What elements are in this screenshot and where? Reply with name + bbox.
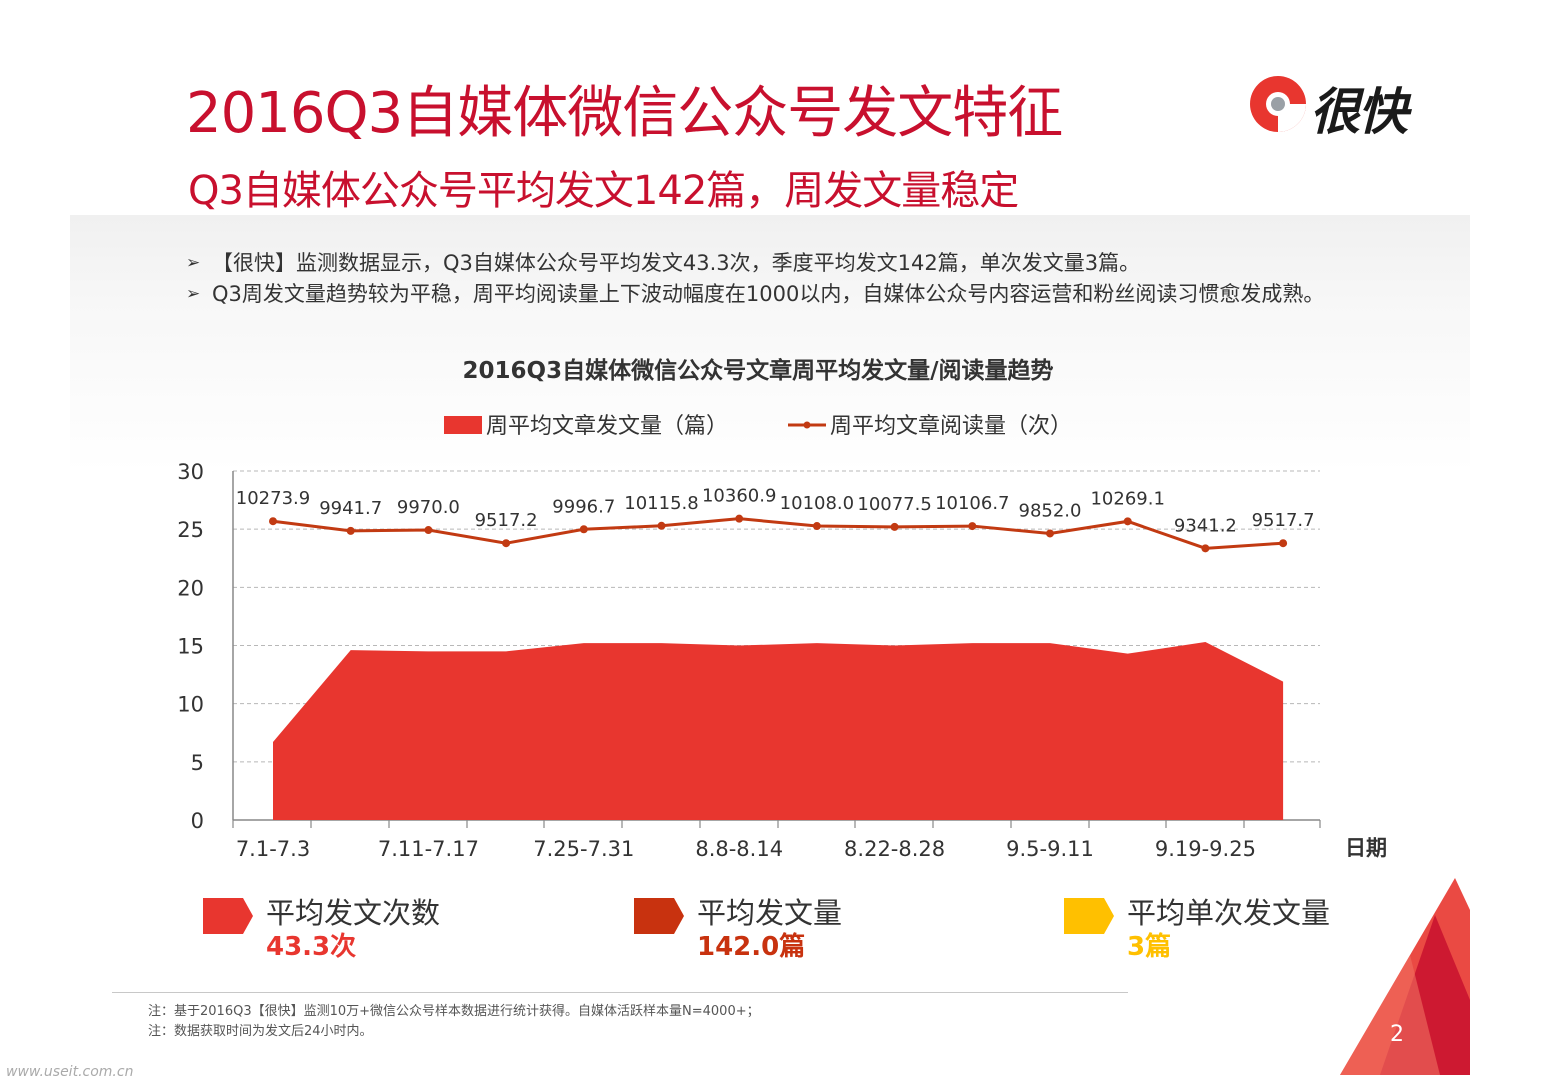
legend-line-marker [803,421,811,429]
x-tick-label: 9.5-9.11 [1006,837,1094,861]
page-number: 2 [1390,1022,1404,1047]
footnotes: 注：基于2016Q3【很快】监测10万+微信公众号样本数据进行统计获得。自媒体活… [148,1002,760,1042]
logo-mark-icon [1250,76,1306,132]
stat-value: 142.0篇 [697,932,806,962]
legend-area-label: 周平均文章发文量（篇） [486,414,728,439]
chart-title: 2016Q3自媒体微信公众号文章周平均发文量/阅读量趋势 [463,357,1054,384]
line-series-path [272,517,1284,550]
line-point [424,526,433,535]
y-tick-label: 5 [191,751,204,775]
line-data-label: 9517.2 [475,510,538,531]
stat-label: 平均单次发文量 [1127,896,1331,930]
y-tick-label: 30 [177,460,204,484]
bullet-item: ➢ Q3周发文量趋势较为平稳，周平均阅读量上下波动幅度在1000以内，自媒体公众… [186,279,1386,310]
line-data-label: 10273.9 [236,488,310,509]
bullet-list: ➢ 【很快】监测数据显示，Q3自媒体公众号平均发文43.3次，季度平均发文142… [186,248,1386,310]
brand-logo: 很快 [1248,72,1438,141]
x-tick-label: 7.25-7.31 [533,837,634,861]
line-data-label: 9852.0 [1019,500,1082,521]
line-point [502,539,511,548]
legend-line-label: 周平均文章阅读量（次） [830,414,1072,439]
line-data-label: 9341.2 [1174,515,1237,536]
line-point [657,521,666,530]
line-data-label: 10108.0 [780,493,854,514]
y-tick-label: 20 [177,576,204,600]
line-point [735,514,744,523]
line-data-label: 9996.7 [552,496,615,517]
line-point [1279,539,1288,548]
page-title: 2016Q3自媒体微信公众号发文特征 [186,81,1063,146]
x-tick-label: 7.1-7.3 [236,837,310,861]
chevron-shape-icon [203,898,253,934]
footnote-line: 注：基于2016Q3【很快】监测10万+微信公众号样本数据进行统计获得。自媒体活… [148,1004,760,1019]
watermark: www.useit.com.cn [6,1064,134,1080]
x-tick-label: 8.8-8.14 [695,837,783,861]
line-data-label: 9941.7 [319,498,382,519]
x-tick-label: 7.11-7.17 [378,837,479,861]
bullet-item: ➢ 【很快】监测数据显示，Q3自媒体公众号平均发文43.3次，季度平均发文142… [186,248,1386,279]
line-data-label: 10115.8 [624,493,698,514]
line-point [346,526,355,535]
bullet-arrow-icon: ➢ [186,284,201,304]
line-point [812,522,821,531]
x-tick-label: 8.22-8.28 [844,837,945,861]
bullet-text: 【很快】监测数据显示，Q3自媒体公众号平均发文43.3次，季度平均发文142篇，… [212,251,1141,275]
line-point [1201,544,1210,553]
chevron-shape-icon [1064,898,1114,934]
footnote-divider [112,992,1128,993]
page-subtitle: Q3自媒体公众号平均发文142篇，周发文量稳定 [188,168,1019,214]
chevron-shape-icon [634,898,684,934]
line-data-label: 10077.5 [857,494,931,515]
y-tick-label: 15 [177,635,204,659]
area-series-fill [273,642,1284,820]
line-data-label: 9970.0 [397,497,460,518]
bullet-text: Q3周发文量趋势较为平稳，周平均阅读量上下波动幅度在1000以内，自媒体公众号内… [212,282,1325,306]
line-point [890,522,899,531]
line-point [579,525,588,534]
line-point [1123,517,1132,526]
logo-text: 很快 [1310,83,1408,141]
y-tick-label: 25 [177,518,204,542]
line-data-label: 10106.7 [935,493,1009,514]
stat-label: 平均发文量 [697,896,843,930]
line-data-label: 10360.9 [702,486,776,507]
y-tick-label: 0 [191,809,204,833]
line-point [968,522,977,531]
legend-area-swatch [444,416,482,434]
line-data-label: 9517.7 [1252,510,1315,531]
footnote-line: 注：数据获取时间为发文后24小时内。 [148,1024,373,1039]
bullet-arrow-icon: ➢ [186,253,201,273]
x-tick-label: 9.19-9.25 [1155,837,1256,861]
y-tick-label: 10 [177,693,204,717]
line-point [269,517,277,526]
stat-value: 43.3次 [266,932,357,962]
stat-label: 平均发文次数 [266,896,441,930]
line-data-label: 10269.1 [1090,488,1164,509]
x-axis-label: 日期 [1345,836,1387,860]
stat-value: 3篇 [1127,932,1172,962]
line-point [1046,529,1054,538]
